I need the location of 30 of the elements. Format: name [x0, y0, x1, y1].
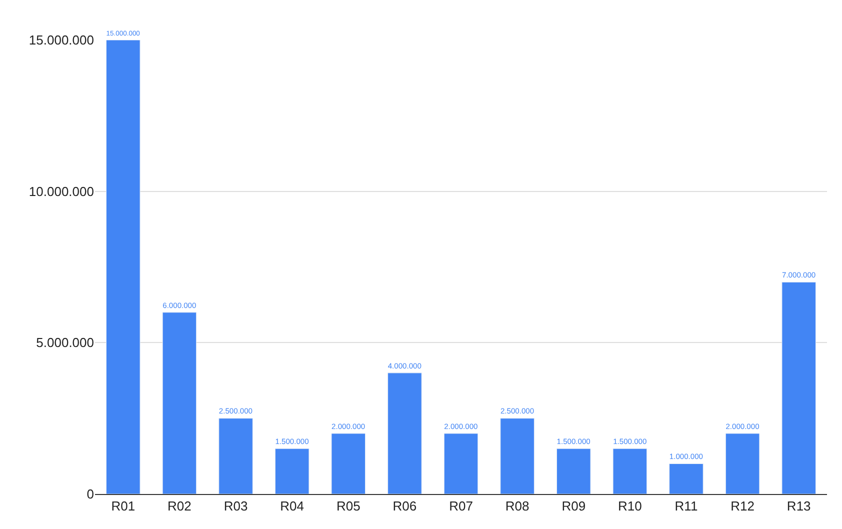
- x-tick-label: R12: [730, 498, 754, 514]
- x-tick-label: R04: [280, 498, 304, 514]
- bar: [725, 433, 760, 494]
- bar: [106, 40, 140, 494]
- x-tick-label: R09: [562, 498, 586, 514]
- bar: [500, 418, 534, 494]
- bar: [331, 433, 366, 494]
- bar: [162, 312, 197, 494]
- x-tick-label: R07: [449, 498, 473, 514]
- bar: [388, 372, 422, 494]
- x-tick-label: R13: [786, 498, 811, 514]
- x-tick-label: R08: [505, 498, 530, 514]
- x-tick-label: R02: [168, 498, 192, 514]
- bar: [556, 448, 591, 494]
- bar: [444, 433, 478, 494]
- y-tick-label: 0: [86, 486, 94, 502]
- bar: [218, 418, 253, 494]
- x-tick-label: R06: [392, 498, 417, 514]
- x-tick-label: R03: [224, 498, 248, 514]
- x-tick-label: R05: [336, 498, 360, 514]
- bar: [612, 448, 648, 494]
- bar: [274, 448, 310, 494]
- bar: [669, 463, 704, 494]
- y-tick-label: 10.000.000: [28, 184, 94, 199]
- x-tick-label: R01: [111, 498, 136, 514]
- y-tick-label: 15.000.000: [28, 32, 94, 48]
- x-tick-label: R11: [674, 498, 698, 514]
- y-tick-label: 5.000.000: [36, 335, 94, 350]
- bar: [782, 282, 816, 494]
- x-tick-label: R10: [618, 498, 642, 514]
